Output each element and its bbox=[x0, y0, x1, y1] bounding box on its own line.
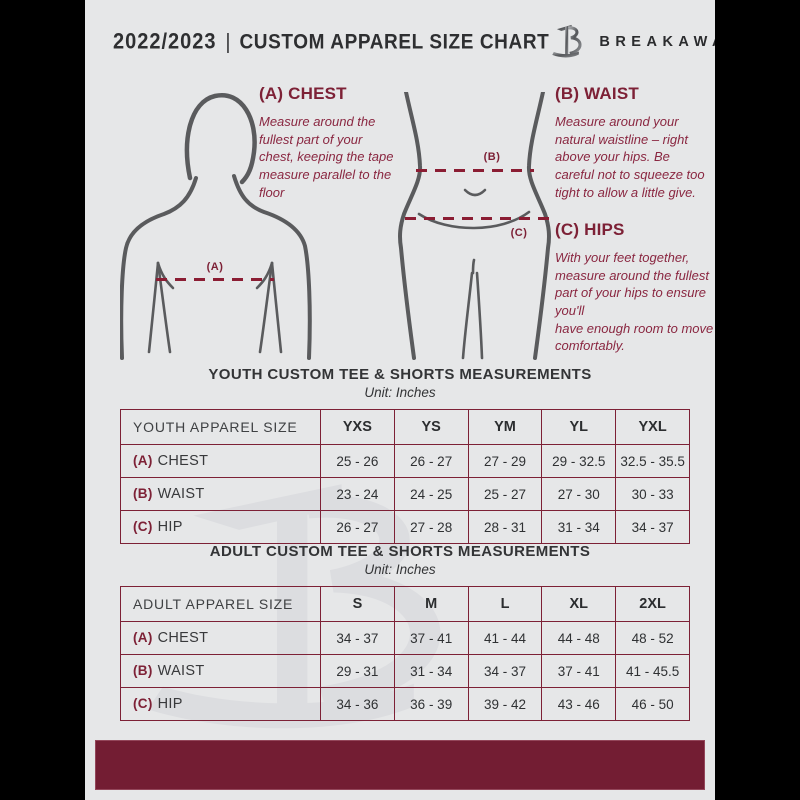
size-column-header: YL bbox=[541, 409, 617, 445]
lower-body-diagram bbox=[398, 92, 551, 360]
hip-measure-line bbox=[405, 217, 557, 220]
measurement-value: 39 - 42 bbox=[467, 687, 543, 721]
hips-instruction-heading: (C) HIPS bbox=[555, 220, 625, 239]
row-label-text: HIP bbox=[157, 696, 183, 712]
page-header: 2022/2023 | CUSTOM APPAREL SIZE CHART BR… bbox=[113, 22, 715, 62]
measurement-value: 31 - 34 bbox=[541, 510, 617, 544]
apparel-size-column-header: YOUTH APPAREL SIZE bbox=[120, 409, 321, 445]
measurement-value: 28 - 31 bbox=[467, 510, 543, 544]
waist-instruction-text: Measure around your natural waistline – … bbox=[555, 114, 705, 200]
measurement-row-label: (A) CHEST bbox=[120, 444, 321, 478]
size-column-header: L bbox=[467, 586, 543, 622]
size-column-header: XL bbox=[541, 586, 617, 622]
brand-name: BREAKAWAY bbox=[599, 34, 715, 50]
measurement-row-label: (A) CHEST bbox=[120, 621, 321, 655]
page-title: CUSTOM APPAREL SIZE CHART bbox=[239, 29, 550, 54]
measurement-value: 43 - 46 bbox=[541, 687, 617, 721]
row-label-text: WAIST bbox=[157, 663, 205, 679]
apparel-size-column-header: ADULT APPAREL SIZE bbox=[120, 586, 321, 622]
measurement-row: (C) HIP 26 - 27 27 - 28 28 - 31 31 - 34 34 - 3… bbox=[120, 510, 690, 544]
measurement-value: 34 - 37 bbox=[615, 510, 690, 544]
measurement-row: (B) WAIST 29 - 31 31 - 34 34 - 37 37 - 41 41 -… bbox=[120, 654, 690, 688]
waist-instruction: (B) WAIST Measure around your natural wa… bbox=[555, 84, 709, 201]
measurement-value: 31 - 34 bbox=[393, 654, 469, 688]
measurement-value: 37 - 41 bbox=[393, 621, 469, 655]
header-title-group: 2022/2023 | CUSTOM APPAREL SIZE CHART bbox=[113, 29, 549, 55]
size-column-header: YXS bbox=[320, 409, 395, 445]
measurement-value: 34 - 37 bbox=[467, 654, 543, 688]
youth-section-title: YOUTH CUSTOM TEE & SHORTS MEASUREMENTS bbox=[208, 366, 592, 383]
header-divider: | bbox=[225, 29, 231, 54]
chest-instruction-heading: (A) CHEST bbox=[259, 84, 347, 103]
hip-marker-label: (C) bbox=[510, 227, 528, 239]
row-label-text: HIP bbox=[157, 519, 183, 535]
row-marker: (A) bbox=[133, 630, 153, 645]
waist-measure-line bbox=[416, 169, 534, 172]
measurement-row: (A) CHEST 34 - 37 37 - 41 41 - 44 44 - 48 48 -… bbox=[120, 621, 690, 655]
row-label-text: WAIST bbox=[157, 486, 205, 502]
measurement-row-label: (C) HIP bbox=[120, 510, 321, 544]
hips-instruction-text: With your feet together, measure around … bbox=[555, 250, 714, 354]
size-table-header-row: YOUTH APPAREL SIZE YXS YS YM YL YXL bbox=[120, 409, 690, 445]
row-marker: (C) bbox=[133, 519, 153, 534]
youth-unit-label: Unit: Inches bbox=[364, 385, 436, 400]
hips-instruction: (C) HIPS With your feet together, measur… bbox=[555, 220, 715, 355]
measurement-value: 48 - 52 bbox=[615, 621, 690, 655]
chest-instruction-text: Measure around the fullest part of your … bbox=[259, 114, 394, 200]
size-column-header: 2XL bbox=[615, 586, 690, 622]
measurement-value: 25 - 26 bbox=[320, 444, 395, 478]
measurement-value: 30 - 33 bbox=[615, 477, 690, 511]
measurement-value: 34 - 37 bbox=[320, 621, 395, 655]
measurement-value: 23 - 24 bbox=[320, 477, 395, 511]
measurement-value: 27 - 30 bbox=[541, 477, 617, 511]
chest-instruction: (A) CHEST Measure around the fullest par… bbox=[259, 84, 395, 201]
row-marker: (B) bbox=[133, 663, 153, 678]
breakaway-logo-icon bbox=[552, 24, 582, 58]
size-table-header-row: ADULT APPAREL SIZE S M L XL 2XL bbox=[120, 586, 690, 622]
row-marker: (B) bbox=[133, 486, 153, 501]
adult-unit-label: Unit: Inches bbox=[364, 562, 436, 577]
measurement-value: 41 - 45.5 bbox=[615, 654, 690, 688]
youth-size-table: YOUTH APPAREL SIZE YXS YS YM YL YXL (A) CHEST 25… bbox=[120, 409, 690, 544]
measurement-row-label: (B) WAIST bbox=[120, 477, 321, 511]
measurement-value: 29 - 32.5 bbox=[541, 444, 617, 478]
measurement-value: 26 - 27 bbox=[320, 510, 395, 544]
measurement-value: 27 - 29 bbox=[467, 444, 543, 478]
adult-section-title: ADULT CUSTOM TEE & SHORTS MEASUREMENTS bbox=[209, 543, 591, 560]
season-label: 2022/2023 bbox=[113, 29, 217, 54]
row-label-text: CHEST bbox=[157, 453, 209, 469]
size-column-header: YS bbox=[393, 409, 469, 445]
measurement-value: 41 - 44 bbox=[467, 621, 543, 655]
measurement-value: 34 - 36 bbox=[320, 687, 395, 721]
adult-size-table: ADULT APPAREL SIZE S M L XL 2XL (A) CHEST 34 - 3… bbox=[120, 586, 690, 721]
chest-marker-label: (A) bbox=[206, 261, 224, 273]
measurement-value: 37 - 41 bbox=[541, 654, 617, 688]
measurement-value: 25 - 27 bbox=[467, 477, 543, 511]
measurement-value: 27 - 28 bbox=[393, 510, 469, 544]
measurement-row-label: (C) HIP bbox=[120, 687, 321, 721]
row-marker: (C) bbox=[133, 696, 153, 711]
measurement-row: (C) HIP 34 - 36 36 - 39 39 - 42 43 - 46 46 - 5… bbox=[120, 687, 690, 721]
row-label-text: CHEST bbox=[157, 630, 209, 646]
row-marker: (A) bbox=[133, 453, 153, 468]
footer-bar bbox=[95, 740, 705, 790]
measurement-value: 44 - 48 bbox=[541, 621, 617, 655]
size-column-header: YXL bbox=[615, 409, 690, 445]
measurement-row: (A) CHEST 25 - 26 26 - 27 27 - 29 29 - 32.5 32… bbox=[120, 444, 690, 478]
measurement-value: 24 - 25 bbox=[393, 477, 469, 511]
measurement-row: (B) WAIST 23 - 24 24 - 25 25 - 27 27 - 30 30 -… bbox=[120, 477, 690, 511]
measurement-row-label: (B) WAIST bbox=[120, 654, 321, 688]
size-column-header: M bbox=[393, 586, 469, 622]
waist-marker-label: (B) bbox=[483, 151, 501, 163]
measurement-value: 36 - 39 bbox=[393, 687, 469, 721]
measurement-value: 46 - 50 bbox=[615, 687, 690, 721]
chest-measure-line bbox=[156, 278, 274, 281]
size-column-header: YM bbox=[467, 409, 543, 445]
size-column-header: S bbox=[320, 586, 395, 622]
measurement-value: 32.5 - 35.5 bbox=[615, 444, 690, 478]
waist-instruction-heading: (B) WAIST bbox=[555, 84, 639, 103]
measurement-value: 29 - 31 bbox=[320, 654, 395, 688]
measurement-value: 26 - 27 bbox=[393, 444, 469, 478]
size-chart-page: 2022/2023 | CUSTOM APPAREL SIZE CHART BR… bbox=[85, 0, 715, 800]
